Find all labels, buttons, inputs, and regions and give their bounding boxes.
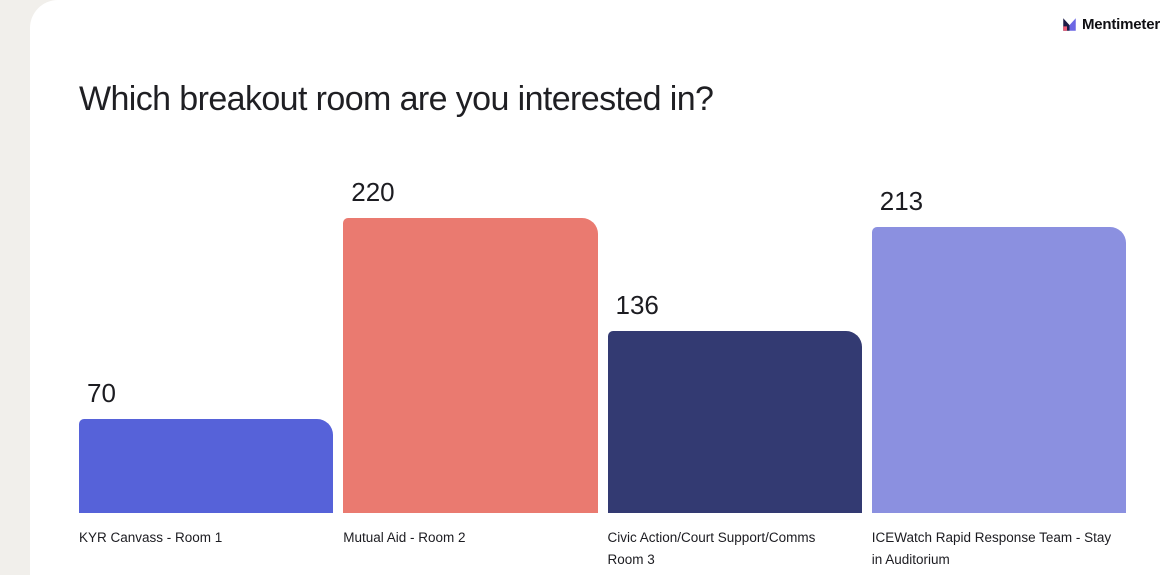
bar-value-label: 70 bbox=[87, 378, 116, 408]
bar-group: 220 bbox=[343, 177, 598, 513]
bar-chart: 70 220 136 213 bbox=[79, 160, 1126, 513]
bar-value-label: 220 bbox=[351, 177, 395, 207]
bar-category-label: Mutual Aid - Room 2 bbox=[343, 530, 466, 545]
bar-category-label: ICEWatch Rapid Response Team - Stay in A… bbox=[871, 530, 1112, 567]
mentimeter-logo[interactable]: Mentimeter bbox=[1062, 16, 1160, 33]
category-labels: KYR Canvass - Room 1 Mutual Aid - Room 2 C… bbox=[79, 527, 1126, 571]
bar-group: 70 bbox=[79, 378, 334, 513]
bar bbox=[79, 419, 334, 513]
bar bbox=[871, 227, 1126, 513]
bar-category-label: Civic Action/Court Support/Comms Room 3 bbox=[607, 530, 816, 567]
mentimeter-wordmark: Mentimeter bbox=[1081, 16, 1160, 33]
bar-value-label: 136 bbox=[615, 290, 659, 320]
bar bbox=[607, 331, 862, 513]
bar-group: 213 bbox=[871, 186, 1126, 513]
mentimeter-m-icon bbox=[1063, 18, 1076, 31]
bar bbox=[343, 218, 598, 513]
bar-group: 136 bbox=[607, 290, 862, 513]
bar-category-label: KYR Canvass - Room 1 bbox=[79, 530, 223, 545]
question-title: Which breakout room are you interested i… bbox=[79, 80, 714, 118]
bar-value-label: 213 bbox=[879, 186, 924, 216]
results-card: Mentimeter Which breakout room are you i… bbox=[30, 0, 1176, 575]
